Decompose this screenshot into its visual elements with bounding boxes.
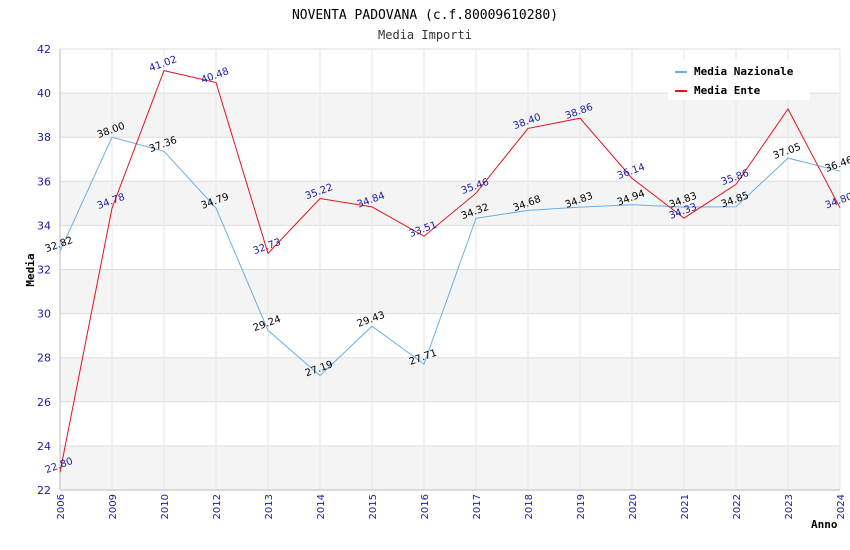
y-tick-26: 26 <box>37 396 51 409</box>
y-tick-32: 32 <box>37 264 51 277</box>
x-tick-2015: 2015 <box>368 494 379 519</box>
x-tick-2010: 2010 <box>160 494 171 519</box>
series-line-ente <box>59 70 841 473</box>
legend: Media Nazionale Media Ente <box>668 60 810 100</box>
legend-label-nazionale: Media Nazionale <box>694 65 794 78</box>
y-tick-28: 28 <box>37 352 51 365</box>
x-tick-2016: 2016 <box>420 494 431 519</box>
series-lines <box>59 70 841 473</box>
y-tick-38: 38 <box>37 131 51 144</box>
x-tick-2017: 2017 <box>472 494 483 519</box>
band-0 <box>60 445 840 490</box>
y-tick-labels: 22 24 26 28 30 32 34 36 38 40 42 <box>37 43 51 497</box>
band-8 <box>60 93 840 138</box>
y-axis-label: Media <box>24 253 37 286</box>
band-2 <box>60 357 840 402</box>
x-tick-2019: 2019 <box>576 494 587 519</box>
y-tick-40: 40 <box>37 87 51 100</box>
x-tick-2013: 2013 <box>264 494 275 519</box>
x-tick-2009: 2009 <box>108 494 119 519</box>
x-axis-label: Anno <box>811 518 838 531</box>
chart-title: NOVENTA PADOVANA (c.f.80009610280) <box>292 8 558 23</box>
chart-subtitle: Media Importi <box>378 28 472 42</box>
band-5 <box>60 225 840 270</box>
x-tick-2006: 2006 <box>56 494 67 519</box>
band-1 <box>60 401 840 446</box>
legend-box <box>668 60 810 100</box>
y-tick-24: 24 <box>37 440 51 453</box>
x-tick-2022: 2022 <box>732 494 743 519</box>
y-tick-42: 42 <box>37 43 51 56</box>
series-line-nazionale <box>59 136 841 377</box>
x-tick-2014: 2014 <box>316 494 327 519</box>
y-tick-34: 34 <box>37 219 51 232</box>
x-tick-2023: 2023 <box>784 494 795 519</box>
x-tick-2024: 2024 <box>836 494 847 519</box>
band-6 <box>60 181 840 226</box>
x-tick-2021: 2021 <box>680 494 691 519</box>
y-tick-30: 30 <box>37 308 51 321</box>
x-tick-2012: 2012 <box>212 494 223 519</box>
y-tick-36: 36 <box>37 175 51 188</box>
y-tick-22: 22 <box>37 484 51 497</box>
x-tick-2018: 2018 <box>524 494 535 519</box>
axes <box>59 49 840 491</box>
legend-label-ente: Media Ente <box>694 84 761 97</box>
x-tick-labels: 2006 2009 2010 2012 2013 2014 2015 2016 2017 2018… <box>56 494 847 519</box>
x-tick-2020: 2020 <box>628 494 639 519</box>
band-3 <box>60 313 840 358</box>
band-7 <box>60 137 840 182</box>
